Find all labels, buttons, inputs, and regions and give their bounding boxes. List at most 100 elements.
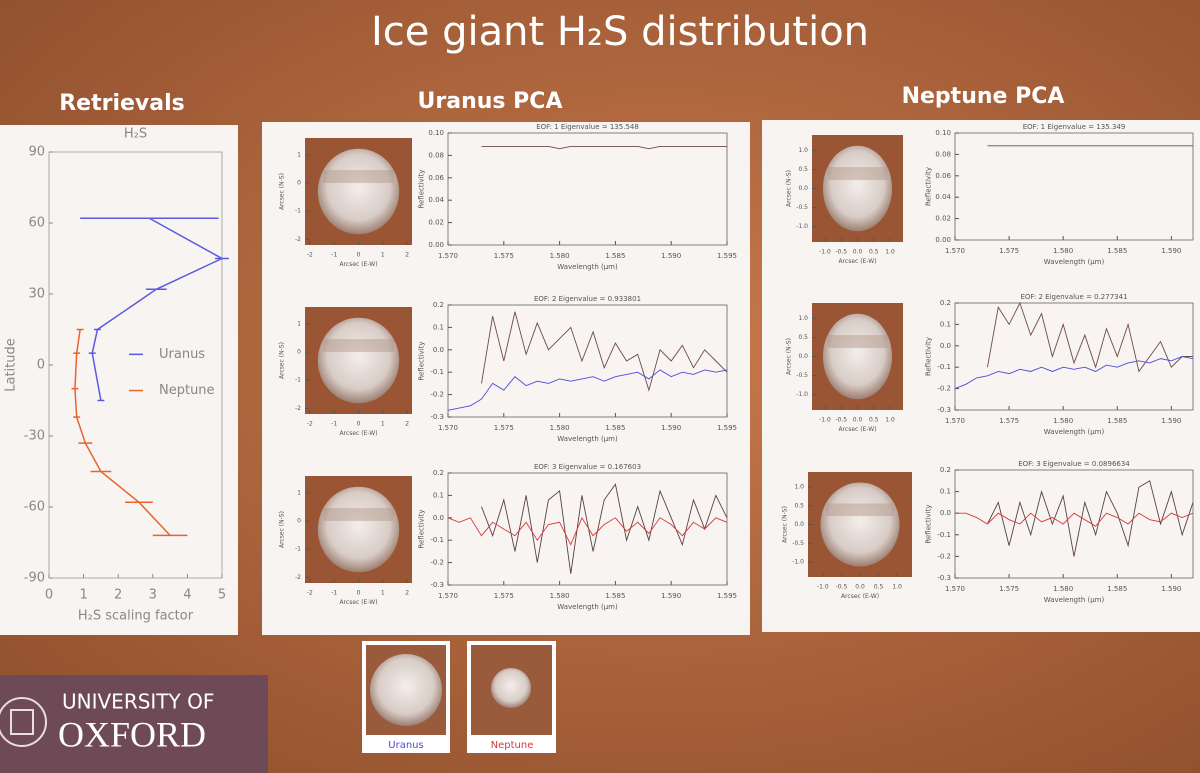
y-tick-label: -2	[295, 236, 301, 243]
crest-book	[10, 709, 34, 735]
y-tick-label: 1	[297, 489, 301, 496]
x-tick-label: 1.575	[999, 417, 1019, 425]
y-tick-label: -0.3	[937, 574, 951, 582]
y-tick-label: 0.10	[935, 129, 951, 137]
y-axis-label: Reflectivity	[417, 169, 425, 208]
x-tick-label: 1.570	[945, 247, 965, 255]
thumbnail-caption: Neptune	[491, 740, 534, 751]
y-tick-label: 0.2	[940, 299, 951, 307]
y-tick-label: -0.1	[937, 531, 951, 539]
y-axis-label: Latitude	[4, 338, 19, 392]
y-tick-label: 1.0	[798, 315, 808, 322]
planet-disk	[317, 486, 400, 573]
chart-title: EOF: 2 Eigenvalue = 0.277341	[1020, 293, 1127, 301]
x-axis-label: Wavelength (μm)	[557, 435, 618, 443]
x-tick-label: 1.580	[1053, 585, 1073, 593]
x-tick-label: 1.575	[494, 252, 514, 260]
x-tick-label: 1.575	[999, 247, 1019, 255]
x-axis-label: Wavelength (μm)	[1044, 258, 1105, 266]
x-tick-label: 1.585	[605, 424, 625, 432]
x-tick-label: 1.585	[1107, 247, 1127, 255]
x-axis-label: Wavelength (μm)	[557, 603, 618, 611]
x-axis-label: Arcsec (E-W)	[339, 261, 377, 268]
x-tick-label: 1.0	[885, 417, 895, 424]
planet-band	[827, 335, 888, 348]
x-tick-label: -2	[307, 590, 313, 597]
x-tick-label: 2	[114, 588, 122, 603]
x-tick-label: 2	[405, 590, 409, 597]
x-axis-label: H₂S scaling factor	[78, 608, 194, 623]
x-axis-label: Arcsec (E-W)	[339, 430, 377, 437]
x-tick-label: 1.585	[1107, 585, 1127, 593]
thumbnail-disk	[491, 668, 531, 708]
x-tick-label: 1.575	[494, 424, 514, 432]
planet-band	[323, 170, 394, 183]
y-tick-label: 0.5	[798, 166, 808, 173]
y-axis-label: Arcsec (N-S)	[279, 173, 286, 210]
y-tick-label: -0.2	[430, 559, 444, 567]
y-tick-label: -1	[295, 546, 301, 553]
x-tick-label: 1.590	[661, 424, 681, 432]
series-line	[481, 311, 728, 392]
y-tick-label: -1.0	[796, 223, 808, 230]
plot-frame	[954, 469, 1194, 579]
x-tick-label: 0.0	[853, 417, 863, 424]
x-tick-label: 1	[381, 252, 385, 259]
y-tick-label: 90	[28, 145, 45, 160]
y-tick-label: 0	[297, 349, 301, 356]
x-tick-label: 4	[183, 588, 191, 603]
x-tick-label: 1.595	[717, 592, 737, 600]
y-tick-label: -0.3	[937, 406, 951, 414]
planet-band	[825, 503, 895, 517]
plot-frame	[954, 132, 1194, 241]
y-axis-label: Reflectivity	[924, 504, 932, 543]
x-tick-label: 1.580	[1053, 247, 1073, 255]
x-tick-label: 0	[357, 252, 361, 259]
chart-title: EOF: 3 Eigenvalue = 0.167603	[534, 463, 641, 471]
y-tick-label: -0.2	[937, 385, 951, 393]
y-tick-label: -0.1	[430, 536, 444, 544]
y-tick-label: 0.2	[433, 301, 444, 309]
x-tick-label: 1.590	[661, 252, 681, 260]
x-tick-label: -2	[307, 252, 313, 259]
y-tick-label: 0.0	[798, 353, 808, 360]
y-tick-label: 0.0	[433, 346, 444, 354]
y-tick-label: -0.1	[430, 368, 444, 376]
y-axis-label: Arcsec (N-S)	[782, 506, 789, 543]
y-tick-label: -0.2	[937, 552, 951, 560]
y-tick-label: 0.00	[428, 241, 444, 249]
x-tick-label: 1.0	[892, 584, 902, 591]
thumbnail-caption: Uranus	[388, 740, 423, 751]
x-tick-label: 1.585	[605, 252, 625, 260]
x-axis-label: Arcsec (E-W)	[838, 426, 876, 433]
y-tick-label: 0.08	[935, 150, 951, 158]
y-tick-label: 0.10	[428, 129, 444, 137]
x-tick-label: 0.5	[869, 249, 879, 256]
y-tick-label: -30	[24, 429, 45, 444]
y-axis-label: Reflectivity	[924, 167, 932, 206]
x-tick-label: -1.0	[819, 249, 831, 256]
x-axis-label: Wavelength (μm)	[1044, 428, 1105, 436]
x-tick-label: 1.570	[945, 417, 965, 425]
x-tick-label: 1.595	[717, 252, 737, 260]
x-tick-label: 1.580	[550, 424, 570, 432]
x-tick-label: 1.580	[550, 592, 570, 600]
x-tick-label: 1.590	[661, 592, 681, 600]
y-tick-label: -0.3	[430, 581, 444, 589]
y-tick-label: -1.0	[796, 391, 808, 398]
x-tick-label: 1.585	[1107, 417, 1127, 425]
x-tick-label: 0	[45, 588, 53, 603]
y-tick-label: -0.3	[430, 413, 444, 421]
y-tick-label: 0.06	[935, 172, 951, 180]
y-tick-label: 0.06	[428, 174, 444, 182]
x-tick-label: -1	[331, 421, 337, 428]
y-tick-label: 60	[28, 216, 45, 231]
thumbnail-disk	[370, 654, 442, 726]
y-tick-label: 0.08	[428, 151, 444, 159]
series-line	[481, 483, 728, 574]
y-tick-label: 1	[297, 151, 301, 158]
y-tick-label: -2	[295, 405, 301, 412]
y-tick-label: 0	[37, 358, 45, 373]
